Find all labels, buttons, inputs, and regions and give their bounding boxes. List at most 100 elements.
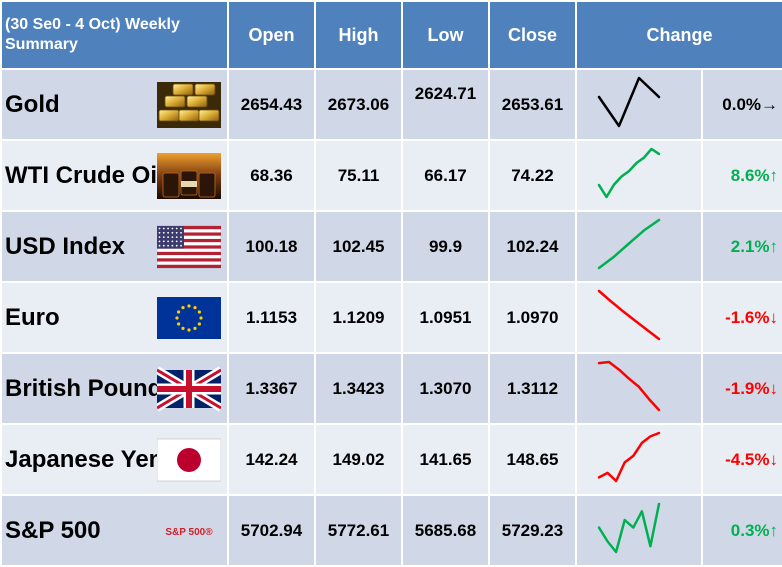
change-cell: -4.5%↓ [700,423,782,496]
table-row: Japanese Yen 142.24 149.02 141.65 148.65 -4.5… [0,423,782,496]
open-value: 2654.43 [227,68,316,141]
change-cell: -1.6%↓ [700,281,782,354]
japan-flag-icon [157,438,221,481]
low-value: 5685.68 [401,494,490,567]
high-value: 149.02 [314,423,403,496]
eu-flag-icon [157,296,221,339]
table-row: British Pound 1.3367 1.3423 1.3070 1.3112 -1.… [0,352,782,425]
header-high: High [314,0,403,70]
change-arrow: → [761,94,779,114]
sparkline [597,76,661,128]
uk-flag-icon [157,366,221,411]
low-value: 1.3070 [401,352,490,425]
sparkline-cell [575,210,703,283]
open-value: 5702.94 [227,494,316,567]
open-value: 100.18 [227,210,316,283]
change-percent: -1.6% [725,307,770,327]
change-arrow: ↑ [769,236,779,256]
high-value: 2673.06 [314,68,403,141]
change-arrow: ↓ [769,449,779,469]
change-arrow: ↓ [769,307,779,327]
low-value: 2624.71 [401,68,490,141]
low-value: 1.0951 [401,281,490,354]
sparkline-path [597,289,661,341]
header-close: Close [488,0,577,70]
sparkline-path [597,147,661,199]
change-arrow: ↓ [769,378,779,398]
sparkline [597,360,661,412]
sparkline-cell [575,68,703,141]
table-row: Euro 1.1153 1.1209 1.0951 1.0970 -1.6%↓ [0,281,782,354]
svg-text:S&P 500®: S&P 500® [165,527,213,538]
header-open: Open [227,0,316,70]
asset-cell: Japanese Yen [0,423,229,496]
asset-cell: Euro [0,281,229,354]
change-arrow: ↑ [769,520,779,540]
asset-cell: British Pound [0,352,229,425]
table-title: (30 Se0 - 4 Oct) Weekly Summary [0,0,229,70]
sparkline [597,289,661,341]
close-value: 102.24 [488,210,577,283]
asset-cell: Gold [0,68,229,141]
open-value: 68.36 [227,139,316,212]
high-value: 1.1209 [314,281,403,354]
change-percent: 2.1% [730,236,770,256]
low-value: 66.17 [401,139,490,212]
close-value: 148.65 [488,423,577,496]
low-value: 99.9 [401,210,490,283]
low-value: 141.65 [401,423,490,496]
change-cell: 2.1%↑ [700,210,782,283]
close-value: 74.22 [488,139,577,212]
open-value: 1.1153 [227,281,316,354]
sparkline [597,147,661,199]
change-cell: 0.0%→ [700,68,782,141]
header-low: Low [401,0,490,70]
table-row: USD Index 100.18 102.45 99.9 102.24 2.1%↑ [0,210,782,283]
header-change: Change [574,0,782,70]
sparkline-cell [575,139,703,212]
sparkline-path [597,360,661,412]
sparkline-cell [575,352,703,425]
asset-name: Japanese Yen [5,445,164,473]
sp500-logo: S&P 500® [165,527,213,538]
asset-name: Gold [5,90,60,118]
high-value: 75.11 [314,139,403,212]
gold-bars-icon [157,81,221,128]
open-value: 142.24 [227,423,316,496]
asset-cell: USD Index [0,210,229,283]
asset-name: Euro [5,303,60,331]
change-percent: -4.5% [725,449,770,469]
change-percent: -1.9% [725,378,770,398]
high-value: 102.45 [314,210,403,283]
sparkline-path [597,218,661,270]
sparkline [597,431,661,483]
oil-barrels-icon [157,152,221,199]
change-percent: 8.6% [730,165,770,185]
sparkline [597,502,661,554]
change-arrow: ↑ [769,165,779,185]
change-cell: 8.6%↑ [700,139,782,212]
sparkline-path [597,502,661,554]
change-percent: 0.3% [730,520,770,540]
us-flag-icon [157,225,221,268]
close-value: 1.3112 [488,352,577,425]
asset-name: British Pound [5,374,163,402]
sparkline [597,218,661,270]
close-value: 1.0970 [488,281,577,354]
close-value: 5729.23 [488,494,577,567]
open-value: 1.3367 [227,352,316,425]
change-cell: 0.3%↑ [700,494,782,567]
sparkline-path [597,76,661,128]
table-row: WTI Crude Oil 68.36 75.11 66.17 74.22 8.6%↑ [0,139,782,212]
asset-name: S&P 500 [5,516,101,544]
change-percent: 0.0% [722,94,762,114]
high-value: 1.3423 [314,352,403,425]
sparkline-cell [575,494,703,567]
sparkline-cell [575,281,703,354]
asset-name: WTI Crude Oil [5,161,164,189]
table-row: Gold 2654.43 2673.06 2624.71 2653.61 0.0%→ [0,68,782,141]
asset-name: USD Index [5,232,126,260]
asset-cell: S&P 500 S&P 500® [0,494,229,567]
close-value: 2653.61 [488,68,577,141]
